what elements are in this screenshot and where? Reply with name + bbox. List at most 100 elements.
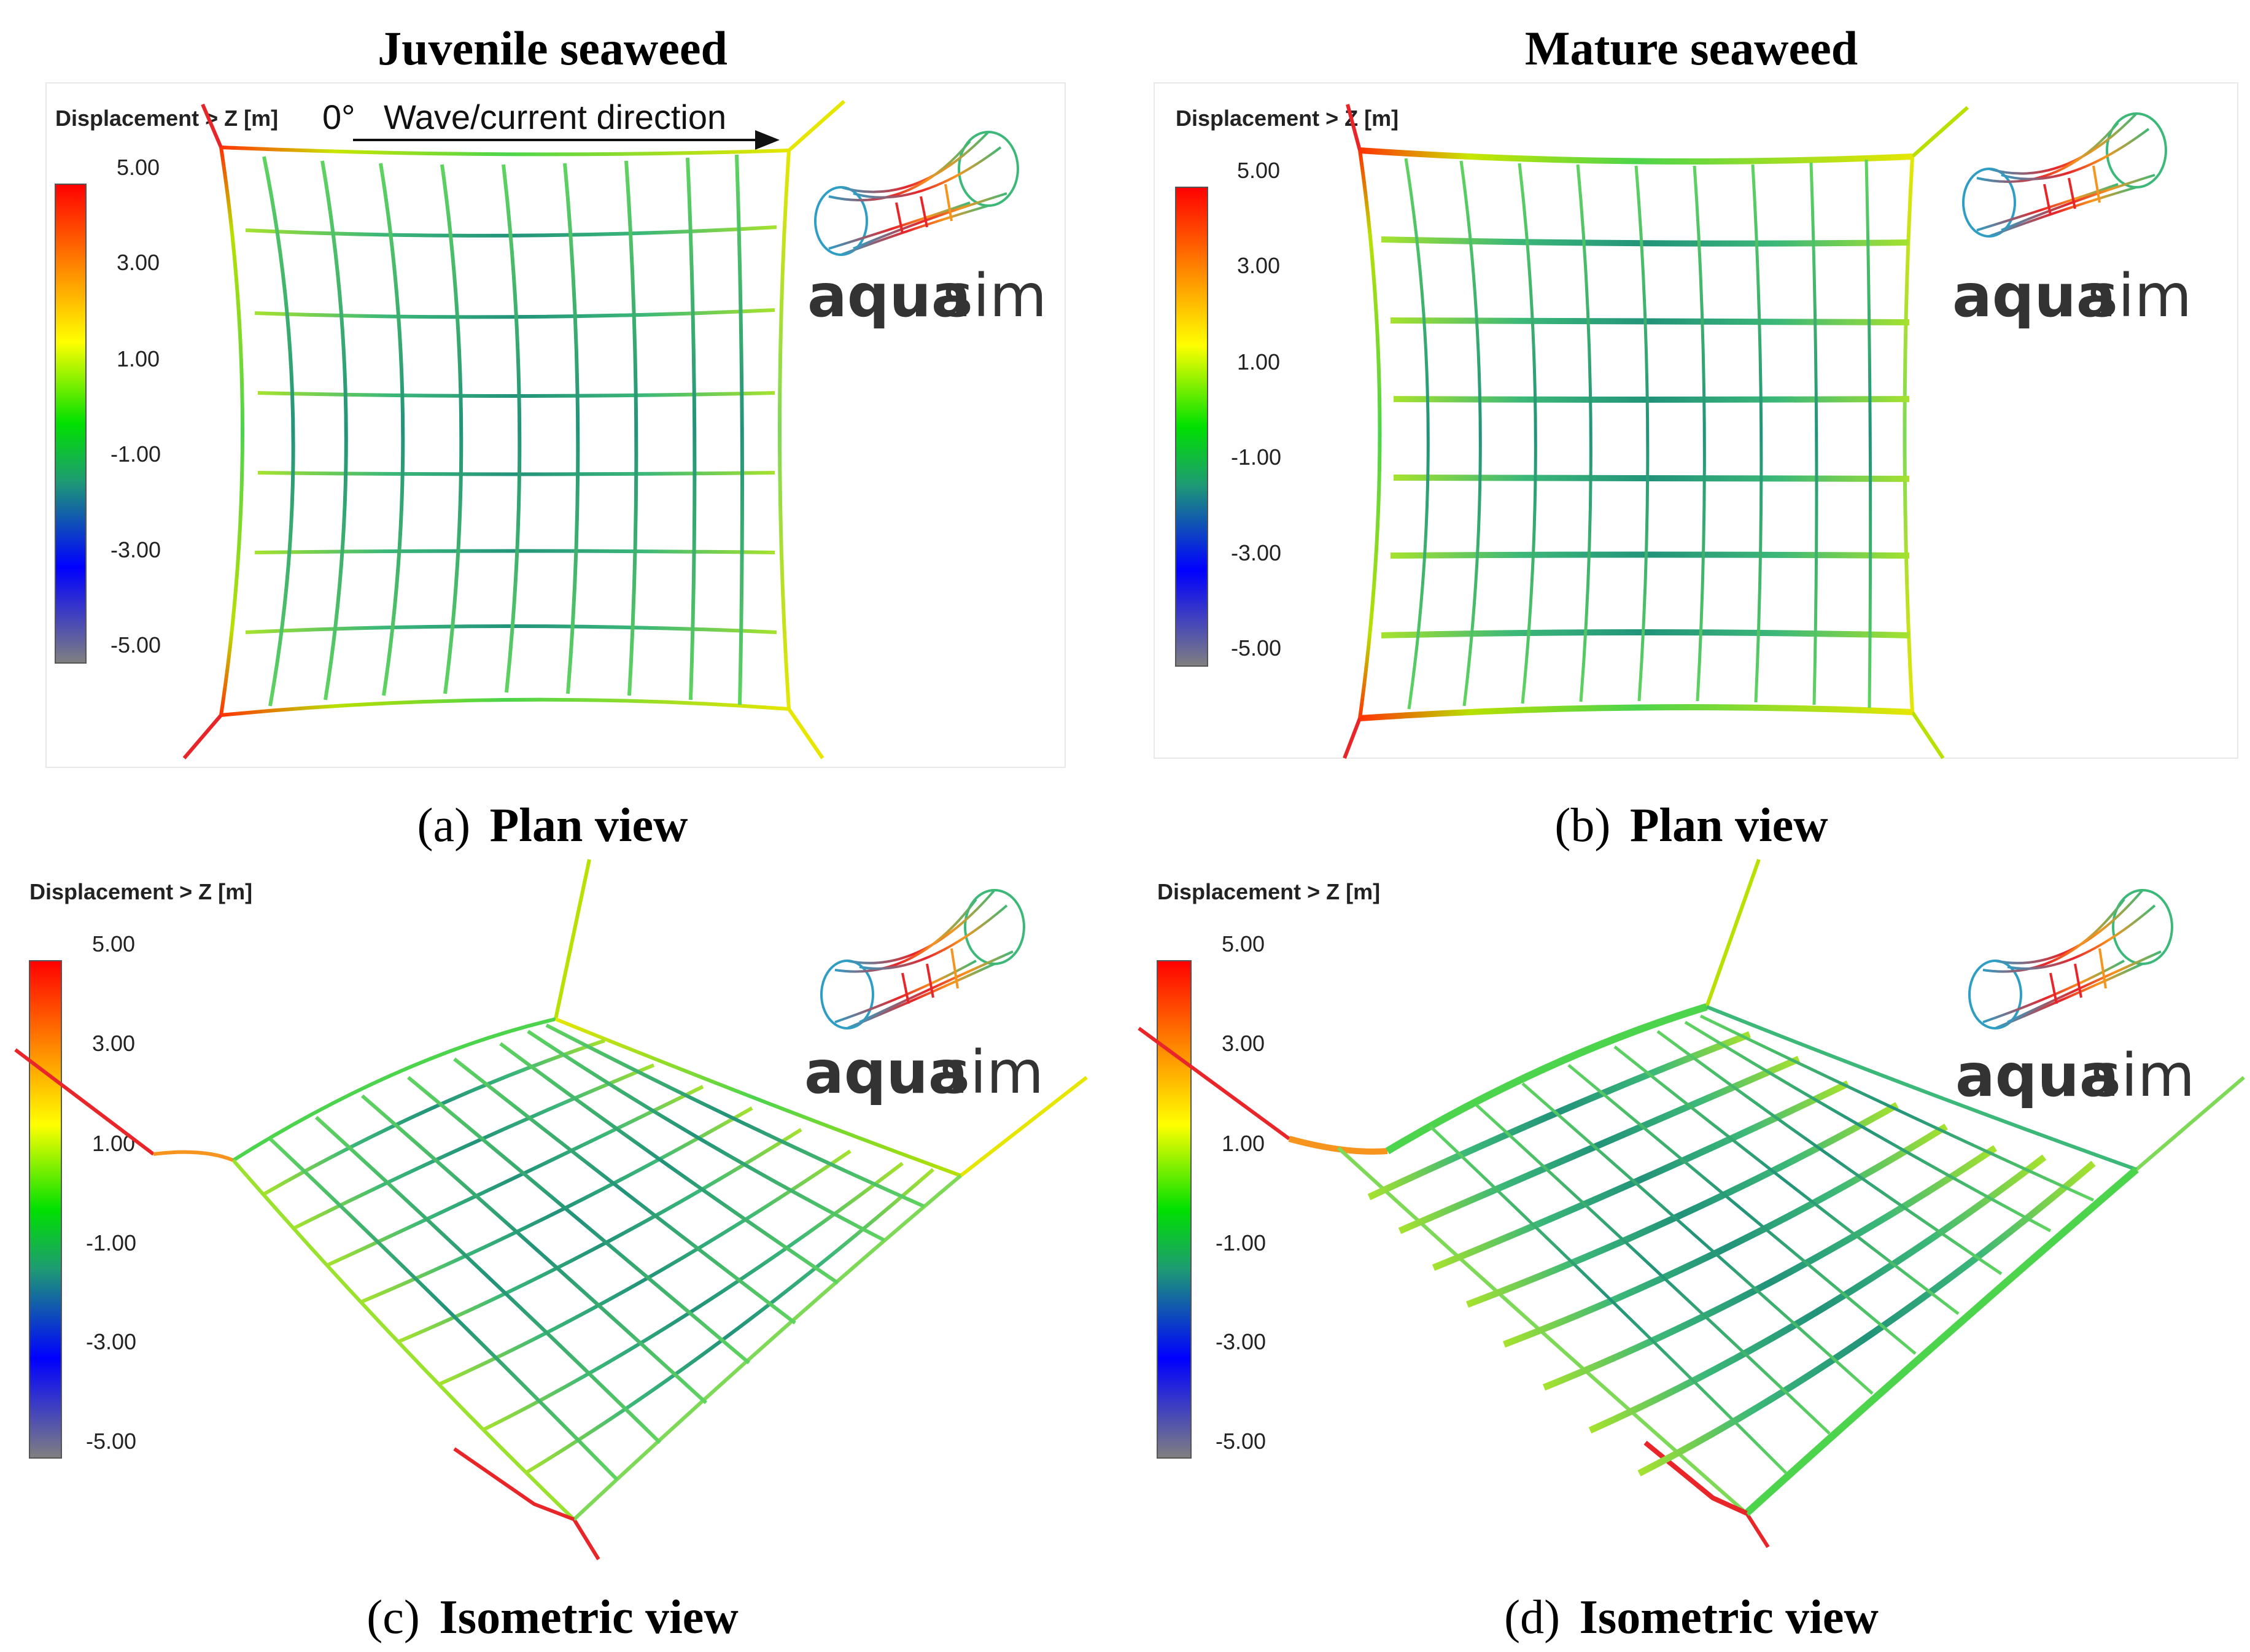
legend-tick-neg1: -1.00 [86,1230,136,1255]
legend-tick-neg3: -3.00 [1216,1329,1266,1354]
mooring-line [201,103,223,149]
net-column [527,1030,885,1242]
caption-d: (d) Isometric view [1504,1590,1879,1643]
net-row [1390,317,1910,325]
legend-title: Displacement > Z [m] [29,879,252,904]
legend-tick-neg5: -5.00 [1231,635,1281,661]
net-column [379,163,405,696]
net-edge [219,147,244,716]
aquasim-logo: aqua sim [1955,889,2195,1110]
mooring-line [1343,717,1362,759]
mooring-line [1138,1026,1290,1141]
legend-c: Displacement > Z [m] 5.00 3.00 1.00 -1.0… [29,879,252,1459]
logo-text-sim: sim [942,262,1047,330]
legend-tick-neg3: -3.00 [1231,540,1281,565]
caption-b: (b) Plan view [1554,798,1828,851]
net-column [624,160,638,696]
colorbar [55,184,87,664]
net-edge [232,1017,556,1162]
net-column [1864,159,1872,708]
caption-b-label: (b) [1554,798,1610,851]
net-edge [1385,1003,1708,1155]
mooring-line [1745,1512,1770,1548]
net-column [735,154,744,705]
caption-a: (a) Plan view [417,798,688,851]
net-column [1475,1104,1831,1435]
legend-tick-1: 1.00 [117,346,160,371]
logo-text-aqua: aqua [1955,1041,2119,1110]
net-row [1503,1123,1948,1348]
net-row [254,549,775,554]
legend-tick-1: 1.00 [1222,1131,1265,1156]
legend-tick-neg1: -1.00 [1231,444,1281,470]
net-edge [220,145,789,157]
legend-b: Displacement > Z [m] 5.00 3.00 1.00 -1.0… [1175,106,1398,667]
legend-tick-5: 5.00 [117,155,160,180]
net-edge [778,150,791,710]
legend-tick-neg5: -5.00 [111,632,161,657]
mooring-line [1705,858,1761,1008]
net-column [320,160,348,700]
net-row [293,1063,655,1230]
legend-tick-neg3: -3.00 [86,1329,136,1354]
logo-text-aqua: aqua [807,262,971,330]
mooring-line [572,1518,600,1561]
mooring-line [14,1048,155,1156]
seaweed-net-plan-b [1358,147,1914,721]
net-column [1459,160,1482,707]
panel-d: Displacement > Z [m] 5.00 3.00 1.00 -1.0… [1138,856,2245,1550]
panel-c-frame [12,856,1090,1569]
net-column [563,163,580,694]
logo-text-aqua: aqua [1952,262,2116,330]
net-row [1381,236,1910,247]
legend-tick-5: 5.00 [1237,158,1280,183]
net-column [1576,164,1592,702]
seaweed-net-iso-d [1288,1003,2139,1516]
net-column [1809,162,1818,705]
net-column [407,1076,750,1365]
caption-d-text: Isometric view [1580,1590,1879,1643]
net-row [1367,1031,1751,1200]
net-column [314,1115,662,1445]
net-column [268,1137,619,1481]
net-edge [1336,1146,1748,1515]
net-column [1693,165,1706,702]
panel-c: Displacement > Z [m] 5.00 3.00 1.00 -1.0… [12,856,1090,1569]
net-column [262,156,295,707]
net-row [263,1039,605,1196]
net-row [524,1168,934,1475]
net-row [327,1085,704,1266]
caption-c-label: (c) [367,1590,420,1643]
net-column [1699,1014,2095,1202]
logo-text-aqua: aqua [804,1038,968,1107]
net-row [1390,551,1910,559]
mooring-line [182,714,223,759]
legend-tick-neg1: -1.00 [111,441,161,467]
caption-a-text: Plan view [490,798,688,851]
mooring-line [1911,106,1969,158]
legend-tick-neg1: -1.00 [1216,1230,1266,1255]
mooring-line [554,859,591,1020]
caption-c-text: Isometric view [439,1590,738,1643]
net-row [1588,1154,2047,1434]
panel-b: Displacement > Z [m] 5.00 3.00 1.00 -1.0… [1154,82,2238,759]
net-column [1518,163,1537,704]
aquasim-logo-icon [1962,112,2167,238]
legend-tick-neg3: -3.00 [111,537,161,562]
title-mature: Mature seaweed [1525,21,1858,75]
logo-text-sim: sim [2090,1041,2195,1110]
net-column [361,1094,708,1405]
net-edge [554,1017,962,1177]
net-column [453,1057,796,1325]
logo-text-sim: sim [939,1038,1044,1107]
direction-indicator: 0° Wave/current direction [322,98,780,150]
net-column [502,164,522,693]
logo-text-sim: sim [2087,262,2192,330]
aquasim-logo-icon [814,131,1019,256]
panel-a: Displacement > Z [m] 5.00 3.00 1.00 -1.0… [45,82,1066,768]
net-column [1751,164,1763,703]
net-edge [1705,1005,2138,1171]
seaweed-net-iso-c [153,1017,962,1521]
direction-angle: 0° [322,98,355,136]
